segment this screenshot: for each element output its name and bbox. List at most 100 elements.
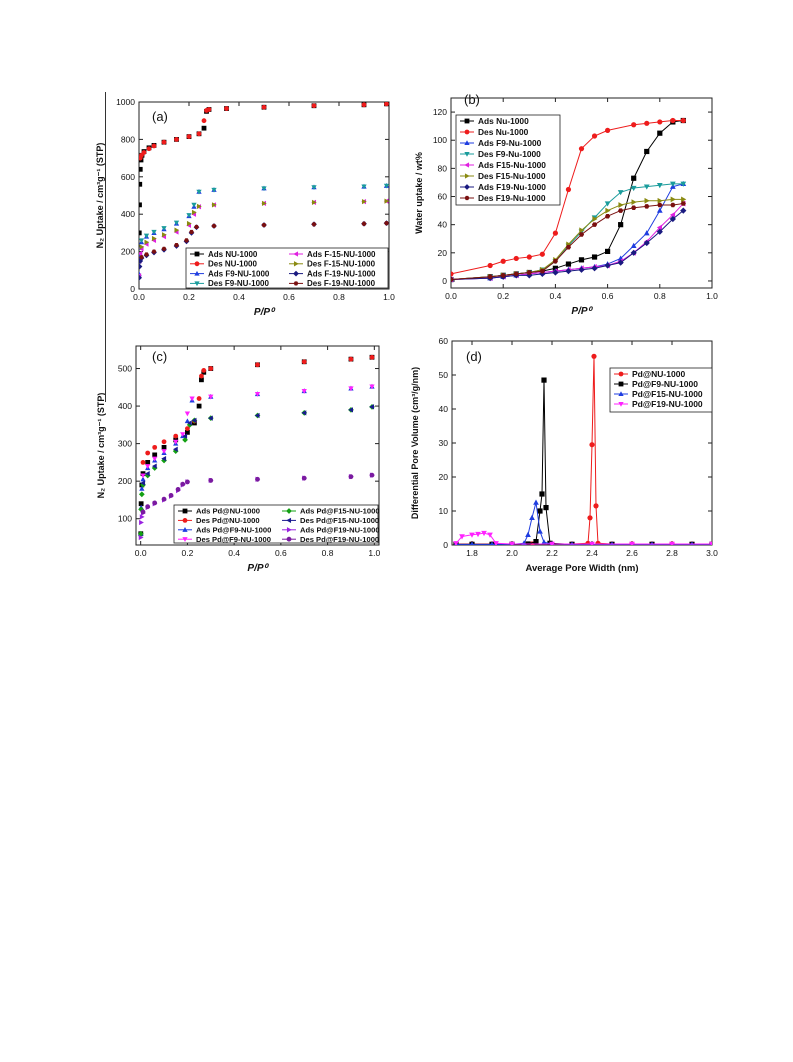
data-point: [145, 450, 151, 456]
data-point: [199, 377, 204, 383]
series-7: [139, 221, 389, 260]
data-point: [643, 230, 650, 236]
legend-label: Des Pd@F9-NU-1000: [196, 535, 271, 544]
legend-marker: [293, 270, 299, 277]
data-point: [139, 485, 145, 491]
data-point: [173, 439, 179, 445]
data-point: [348, 407, 354, 413]
legend: Pd@NU-1000Pd@F9-NU-1000Pd@F15-NU-1000Pd@…: [609, 367, 713, 413]
legend-item: Pd@F15-NU-1000: [614, 389, 703, 399]
data-point: [644, 120, 650, 126]
y-tick-label: 800: [121, 134, 135, 144]
series-3: [139, 183, 389, 244]
plot-frame: [135, 345, 380, 546]
legend-marker: [286, 508, 292, 514]
x-tick-label: 0.8: [333, 292, 345, 302]
legend-marker: [286, 527, 292, 533]
series-5: [140, 404, 375, 486]
legend-label: Des F9-NU-1000: [208, 279, 269, 288]
y-tick-label: 200: [121, 247, 135, 257]
data-point: [161, 496, 167, 502]
data-point: [348, 474, 354, 480]
legend-marker: [194, 251, 200, 257]
data-point: [565, 186, 572, 193]
panel-label: (d): [466, 349, 482, 364]
legend-marker: [293, 261, 299, 267]
data-point: [526, 270, 532, 275]
data-point: [211, 187, 217, 193]
data-point: [139, 274, 143, 281]
data-point: [185, 426, 190, 432]
data-point: [261, 104, 267, 110]
data-point: [589, 541, 595, 545]
data-point: [509, 541, 515, 545]
data-point: [630, 242, 637, 248]
data-point: [139, 166, 143, 172]
data-area: [139, 102, 389, 281]
legend-item: Des Nu-1000: [460, 127, 529, 137]
y-tick-label: 400: [118, 401, 132, 411]
data-point: [489, 541, 495, 545]
data-point: [680, 207, 687, 214]
series-0: [139, 102, 389, 264]
data-point: [138, 534, 144, 541]
y-tick-label: 20: [439, 472, 449, 482]
data-point: [161, 139, 167, 145]
data-point: [669, 211, 676, 218]
data-point: [196, 403, 202, 409]
data-point: [493, 541, 499, 545]
data-point: [657, 130, 663, 136]
data-point: [140, 459, 146, 465]
legend-label: Ads F-15-NU-1000: [307, 250, 376, 259]
data-point: [579, 227, 585, 234]
data-point: [578, 232, 585, 237]
legend-label: Ads Pd@F15-NU-1000: [300, 507, 380, 516]
data-point: [144, 252, 149, 257]
legend-frame: [173, 504, 379, 544]
y-tick-label: 0: [442, 276, 447, 286]
legend-item: Pd@NU-1000: [614, 369, 685, 379]
data-point: [254, 412, 260, 419]
data-area: [137, 354, 375, 541]
legend-item: Des Pd@NU-1000: [178, 516, 260, 525]
x-tick-label: 0.4: [233, 292, 245, 302]
legend-label: Ads NU-1000: [208, 250, 258, 259]
data-point: [144, 239, 150, 245]
data-point: [617, 190, 624, 196]
data-point: [537, 528, 543, 534]
legend-label: Ads F15-Nu-1000: [478, 160, 546, 170]
data-point: [631, 199, 637, 206]
legend-marker: [464, 151, 470, 157]
data-point: [670, 117, 676, 124]
data-point: [146, 146, 152, 152]
legend-label: Des Pd@F19-NU-1000: [300, 535, 379, 544]
data-point: [139, 255, 144, 260]
data-point: [670, 196, 676, 203]
x-tick-label: 0.4: [549, 291, 561, 301]
legend-marker: [194, 281, 200, 287]
data-point: [140, 509, 146, 515]
x-tick-label: 2.2: [546, 548, 558, 558]
legend-marker: [464, 162, 470, 168]
x-tick-label: 0.8: [322, 548, 334, 558]
data-point: [152, 452, 158, 458]
legend-label: Des F9-Nu-1000: [478, 149, 541, 159]
x-tick-label: 0.6: [602, 291, 614, 301]
x-axis-label: Average Pore Width (nm): [525, 563, 638, 574]
data-point: [311, 222, 317, 227]
data-point: [140, 473, 146, 479]
y-tick-label: 60: [438, 192, 448, 202]
data-point: [643, 184, 650, 190]
data-point: [459, 534, 465, 540]
data-point: [174, 242, 179, 248]
y-tick-label: 50: [439, 370, 449, 380]
data-point: [191, 202, 197, 208]
data-point: [348, 356, 354, 362]
data-point: [529, 514, 535, 521]
y-tick-label: 600: [121, 172, 135, 182]
legend-marker: [182, 537, 188, 542]
y-tick-label: 1000: [116, 97, 135, 107]
page-left-rule: [105, 92, 106, 402]
legend-label: Ads Nu-1000: [478, 116, 529, 126]
x-tick-label: 2.4: [586, 548, 598, 558]
